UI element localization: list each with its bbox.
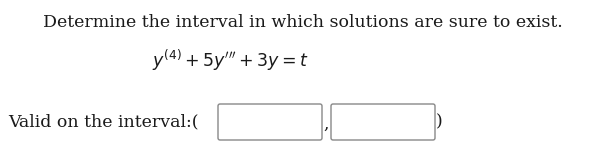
Text: ,: , [323, 115, 328, 133]
Text: $y^{(4)} + 5y^{\prime\prime\prime} + 3y = t$: $y^{(4)} + 5y^{\prime\prime\prime} + 3y … [152, 48, 308, 73]
Text: Determine the interval in which solutions are sure to exist.: Determine the interval in which solution… [43, 14, 563, 31]
Text: Valid on the interval:(: Valid on the interval:( [8, 113, 199, 131]
Text: ): ) [436, 113, 443, 131]
FancyBboxPatch shape [218, 104, 322, 140]
FancyBboxPatch shape [331, 104, 435, 140]
